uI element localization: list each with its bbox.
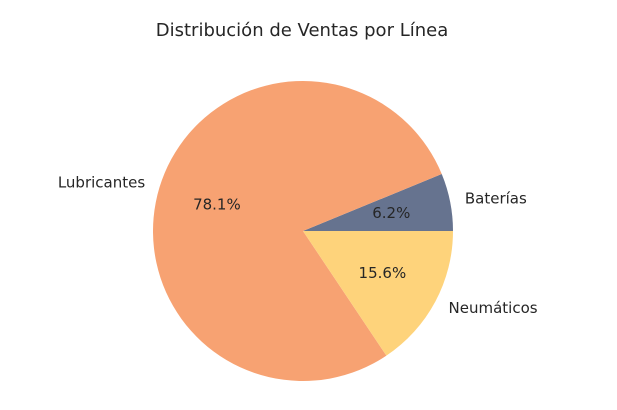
pie-slice-neumáticos (303, 231, 453, 356)
pie-slice-baterías (303, 173, 453, 231)
slice-label: Lubricantes (58, 173, 146, 191)
slice-label: Neumáticos (449, 299, 538, 317)
chart-title: Distribución de Ventas por Línea (156, 20, 448, 41)
pie-labels: 6.2% Baterías 78.1% Lubricantes 15.6% Neumáti… (58, 173, 538, 317)
slice-label: Baterías (465, 190, 527, 208)
pct-label: 15.6% (359, 264, 407, 282)
pie-slice-lubricantes (153, 81, 442, 382)
pct-label: 78.1% (193, 195, 241, 213)
pct-label: 6.2% (372, 204, 410, 222)
pie-slices (153, 81, 453, 382)
